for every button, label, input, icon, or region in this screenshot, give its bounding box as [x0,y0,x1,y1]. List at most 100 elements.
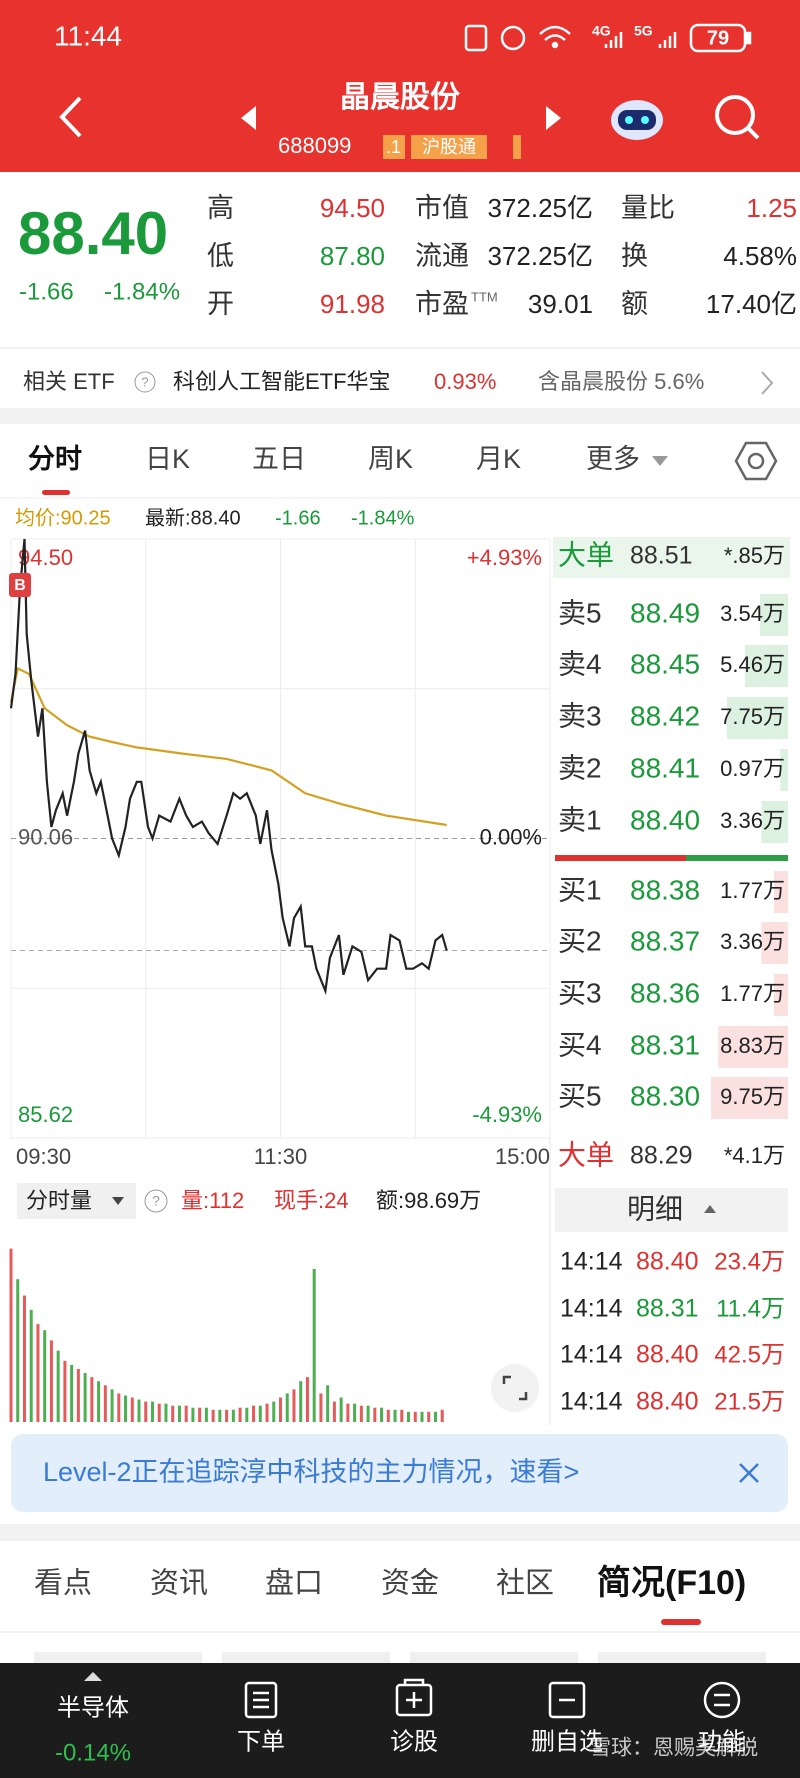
chart-info: -1.66 [275,507,321,529]
prev-stock[interactable] [241,106,256,130]
order-volume: 7.75万 [720,704,785,729]
banner-bg[interactable] [11,1434,788,1512]
volume-bar [56,1350,60,1422]
trade-price: 88.40 [636,1248,699,1276]
stat-value: 39.01 [528,289,593,319]
chevron[interactable] [761,371,774,395]
dropdown-arrow [652,456,668,466]
volume-bar [359,1405,363,1422]
back-button[interactable] [59,96,82,138]
assistant-icon[interactable] [611,100,663,140]
status-icons [464,23,752,53]
tab-stub [34,1652,202,1663]
volume-bar [83,1373,87,1422]
order-price: 88.49 [630,597,700,628]
stat-value: 372.25亿 [487,193,593,223]
etf-name[interactable]: 科创人工智能ETF华宝 [173,369,391,394]
volume-bar [366,1405,370,1422]
volume-bar [231,1409,235,1422]
volume-bar [36,1324,40,1422]
chart-tab[interactable]: 更多 [586,444,640,474]
chart-tab[interactable]: 日K [145,444,190,474]
next-stock[interactable] [546,106,561,130]
y-tick-label: 90.06 [18,824,73,849]
watermark: 雪球：恩赐美解脱 [590,1737,758,1760]
close-banner[interactable] [739,1463,759,1483]
trade-time: 14:14 [560,1388,623,1416]
dropdown-arrow [112,1197,124,1205]
volume-info: 量:112 [181,1188,244,1213]
order-price: 88.36 [630,977,700,1008]
order-label: 买1 [558,874,602,905]
order-label: 买4 [558,1029,602,1060]
volume-bar [726,697,788,739]
volume-bar [774,974,788,1016]
volume-bar [184,1405,188,1422]
trade-time: 14:14 [560,1341,623,1369]
stat-label: 流通 [415,241,469,271]
help-icon[interactable] [144,1189,168,1213]
volume-bar [761,922,788,964]
volume-bar [29,1309,33,1422]
banner-text[interactable]: Level-2正在追踪淳中科技的主力情况，速看> [43,1457,579,1487]
volume-bar [238,1407,242,1422]
section-tab[interactable]: 看点 [34,1567,92,1600]
volume-bar [744,645,788,687]
order-label: 卖2 [558,752,602,783]
nav-item[interactable]: 删自选 [531,1728,603,1755]
volume-bar [245,1407,249,1422]
volume-bar [285,1393,289,1422]
chart-tab[interactable]: 周K [368,444,413,474]
help-icon[interactable] [134,371,156,393]
section-tab[interactable]: 资金 [381,1567,439,1600]
bottom-nav-bg [0,1663,800,1778]
expand-icon[interactable] [491,1364,539,1412]
stat-label: 换 [621,241,648,271]
section-tab[interactable]: 盘口 [265,1567,323,1600]
section-gap [0,1524,800,1541]
section-tab[interactable]: 社区 [496,1567,554,1600]
nav-item[interactable]: 下单 [237,1728,285,1755]
stat-value: 17.40亿 [706,289,797,319]
detail-header-bg[interactable] [555,1188,788,1232]
big-order-label: 大单 [558,1139,614,1170]
detail-title[interactable]: 明细 [627,1193,683,1224]
chart-tab[interactable]: 月K [476,444,521,474]
status-time: 11:44 [54,20,122,51]
tab-stub [598,1652,766,1663]
nav-item[interactable]: 功能 [698,1728,746,1755]
tab-underline [661,1619,701,1625]
search-button[interactable] [715,95,760,140]
help-icon-glyph: ? [141,374,148,389]
volume-bar [43,1330,47,1422]
volume-bar [710,1077,788,1119]
y2-tick-label: +4.93% [467,545,542,570]
stock-name: 晶晨股份 [340,81,460,114]
volume-bar [279,1397,282,1422]
chart-tab[interactable]: 分时 [28,444,82,474]
tab-underline [42,490,70,495]
volume-bar [312,1269,316,1422]
stat-value: 94.50 [320,193,385,223]
sector-name[interactable]: 半导体 [57,1694,129,1721]
expand-arrow[interactable] [84,1672,102,1681]
stock-code: 688099 [278,133,351,158]
settings-icon[interactable] [734,441,778,481]
nav-item[interactable]: 诊股 [390,1728,438,1755]
section-tab[interactable]: 资讯 [150,1567,208,1600]
section-tab[interactable]: 简况(F10) [597,1564,746,1602]
volume-bar [292,1389,296,1422]
volume-bar [198,1407,202,1422]
order-volume: 8.83万 [720,1033,785,1058]
volume-bar [305,1377,309,1422]
volume-bar [117,1393,121,1422]
trade-time: 14:14 [560,1295,623,1323]
volume-bar [76,1368,80,1422]
volume-bar [780,749,788,791]
trade-volume: 21.5万 [714,1388,785,1415]
etf-change: 0.93% [434,369,496,394]
chart-tab[interactable]: 五日 [252,444,306,474]
badge: .1 [386,137,401,157]
chart-info: -1.84% [351,507,415,529]
nav-icons [244,1678,741,1719]
